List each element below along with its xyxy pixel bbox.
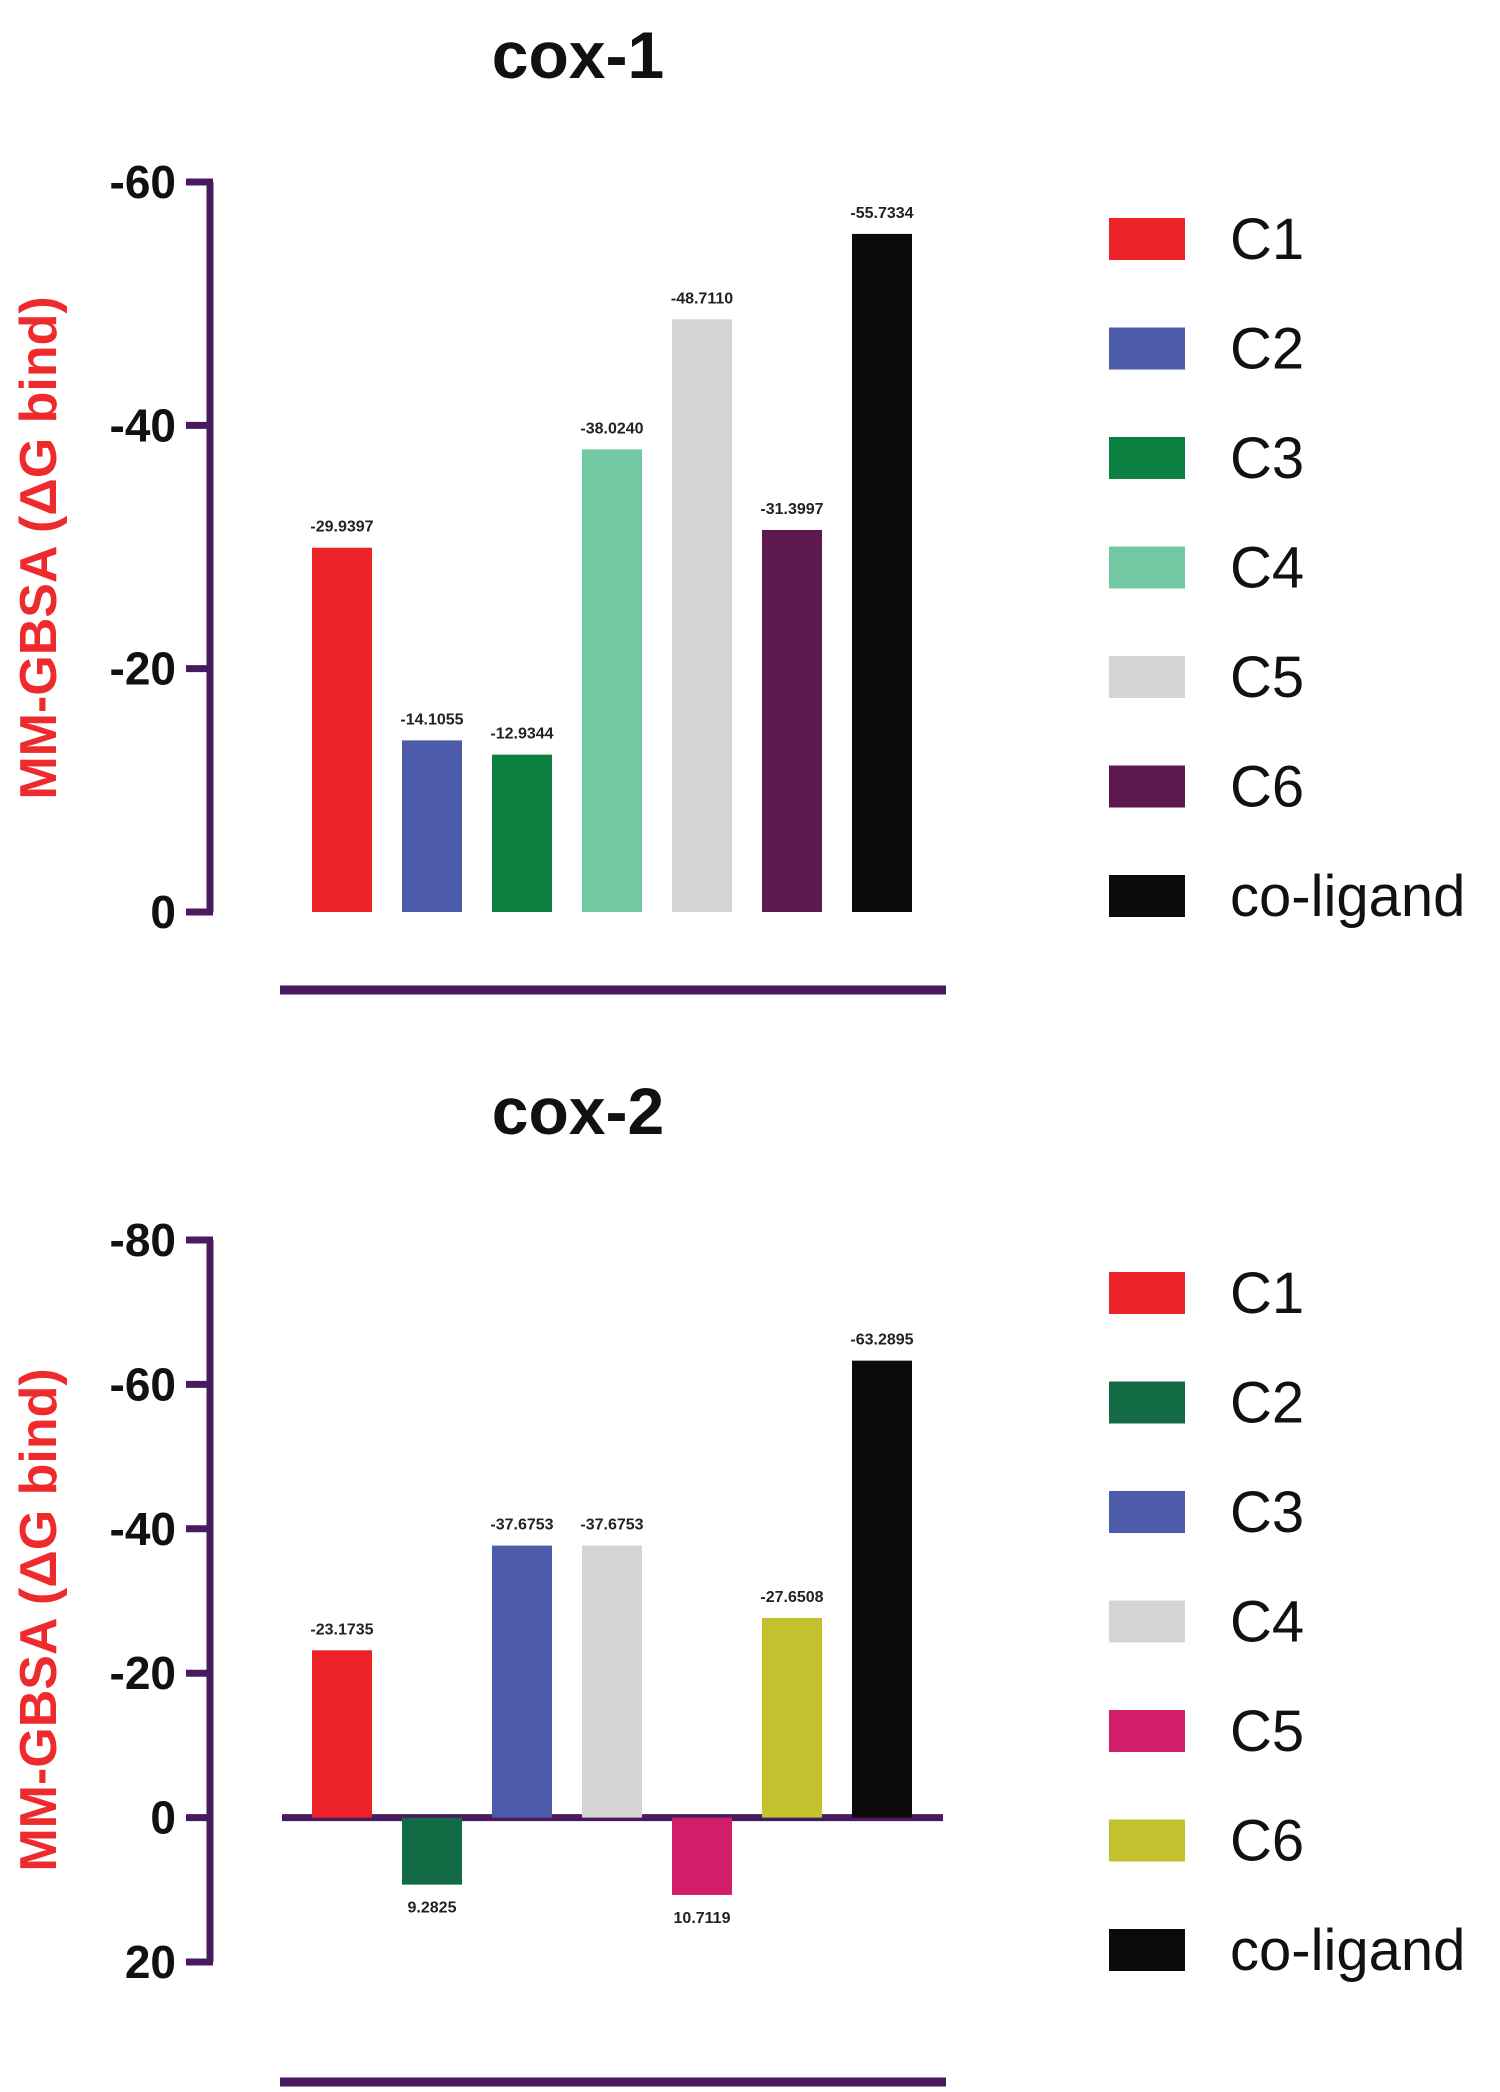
legend: C1 C2 C3 C4 C5 C6 co-ligand xyxy=(1109,207,1465,929)
y-tick-label: -40 xyxy=(110,399,176,451)
legend-label: C3 xyxy=(1230,1480,1304,1545)
data-label: -37.6753 xyxy=(490,1517,553,1534)
y-tick-label: -60 xyxy=(110,1358,176,1410)
chart-cox-2: cox-2 MM-GBSA (ΔG bind) -80-60-40-20020 … xyxy=(10,1074,1465,2087)
legend-swatch xyxy=(1109,546,1185,589)
data-label: -31.3997 xyxy=(760,501,823,518)
legend-swatch xyxy=(1109,1819,1185,1862)
legend-swatch xyxy=(1109,1491,1185,1533)
bar-c6 xyxy=(762,1617,822,1818)
chart-cox-1: cox-1 MM-GBSA (ΔG bind) -60 -40 -20 0 -29.9… xyxy=(10,18,1465,995)
bar-c1 xyxy=(312,547,372,912)
bar-c6 xyxy=(762,529,822,912)
data-labels: -29.9397 -14.1055 -12.9344 -38.0240 -48.7110… xyxy=(310,205,913,743)
legend-label: C5 xyxy=(1230,645,1304,710)
bar-co-ligand xyxy=(852,1360,912,1818)
legend-label: C4 xyxy=(1230,1590,1304,1655)
data-label: -29.9397 xyxy=(310,519,373,536)
y-tick-label: 0 xyxy=(150,886,176,938)
bar-c5 xyxy=(672,1817,732,1895)
legend-swatch xyxy=(1109,437,1185,479)
y-tick-label: -20 xyxy=(110,643,176,695)
y-axis-label: MM-GBSA (ΔG bind) xyxy=(10,1368,68,1871)
data-label: -55.7334 xyxy=(850,205,913,222)
legend-swatch xyxy=(1109,1272,1185,1314)
legend-label: C2 xyxy=(1230,317,1304,382)
y-tick-label: -60 xyxy=(110,156,176,208)
y-tick-label: 0 xyxy=(150,1792,176,1844)
data-label: -14.1055 xyxy=(400,711,463,728)
data-label: -12.9344 xyxy=(490,726,553,743)
data-label: -27.6508 xyxy=(760,1589,823,1606)
y-axis-label: MM-GBSA (ΔG bind) xyxy=(10,296,68,799)
y-tick-label: -80 xyxy=(110,1214,176,1266)
data-labels: -23.1735 9.2825 -37.6753 -37.6753 10.7119 -27… xyxy=(310,1332,913,1927)
data-label: -23.1735 xyxy=(310,1621,373,1638)
legend-swatch xyxy=(1109,1600,1185,1643)
legend-label: co-ligand xyxy=(1230,1918,1465,1983)
bars xyxy=(312,1360,912,1895)
bar-c2 xyxy=(402,740,462,912)
legend-label: C5 xyxy=(1230,1699,1304,1764)
data-label: -37.6753 xyxy=(580,1517,643,1534)
legend-label: C4 xyxy=(1230,536,1304,601)
data-label: 9.2825 xyxy=(408,1900,457,1917)
legend-label: C1 xyxy=(1230,1261,1304,1326)
legend: C1 C2 C3 C4 C5 C6 co-ligand xyxy=(1109,1261,1465,1983)
y-tick-label: 20 xyxy=(125,1936,176,1988)
bar-c3 xyxy=(492,754,552,912)
bar-c4 xyxy=(582,449,642,912)
bar-c2 xyxy=(402,1817,462,1885)
legend-swatch xyxy=(1109,1929,1185,1971)
legend-swatch xyxy=(1109,656,1185,698)
legend-label: co-ligand xyxy=(1230,864,1465,929)
legend-label: C2 xyxy=(1230,1371,1304,1436)
legend-label: C1 xyxy=(1230,207,1304,272)
bar-c1 xyxy=(312,1650,372,1818)
data-label: -38.0240 xyxy=(580,420,643,437)
y-axis: -60 -40 -20 0 xyxy=(110,156,946,995)
legend-label: C6 xyxy=(1230,755,1304,820)
legend-swatch xyxy=(1109,1381,1185,1424)
legend-swatch xyxy=(1109,1710,1185,1752)
legend-swatch xyxy=(1109,218,1185,260)
bars xyxy=(312,233,912,913)
legend-swatch xyxy=(1109,327,1185,370)
bar-co-ligand xyxy=(852,233,912,913)
data-label: 10.7119 xyxy=(674,1910,731,1927)
chart-title: cox-2 xyxy=(492,1074,664,1148)
legend-label: C3 xyxy=(1230,426,1304,491)
legend-label: C6 xyxy=(1230,1809,1304,1874)
bar-c3 xyxy=(492,1545,552,1818)
legend-swatch xyxy=(1109,765,1185,808)
data-label: -48.7110 xyxy=(671,290,733,307)
legend-swatch xyxy=(1109,875,1185,917)
bar-c5 xyxy=(672,319,732,912)
y-axis: -80 -60 -40 -20 0 20 xyxy=(110,1214,946,2087)
y-tick-label: -20 xyxy=(110,1647,176,1699)
data-label: -63.2895 xyxy=(850,1332,913,1349)
chart-title: cox-1 xyxy=(492,18,664,92)
bar-c4 xyxy=(582,1545,642,1818)
y-tick-label: -40 xyxy=(110,1503,176,1555)
